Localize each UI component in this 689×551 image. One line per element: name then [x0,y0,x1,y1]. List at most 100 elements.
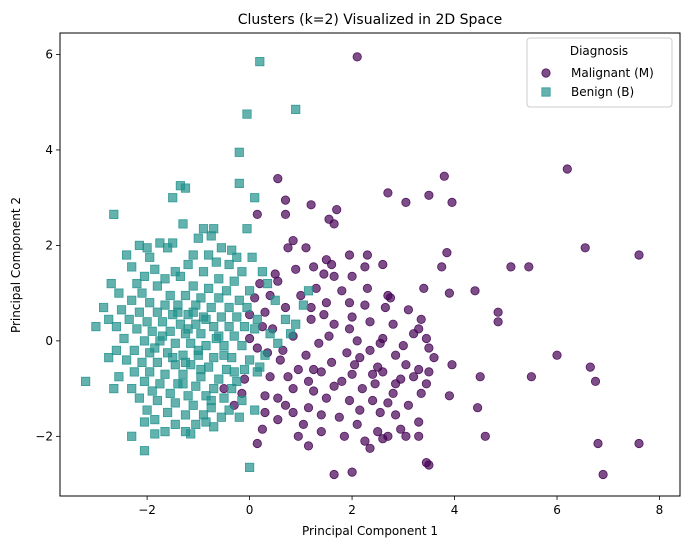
data-point-malignant [378,259,388,270]
data-point-malignant [347,369,357,379]
data-point-benign [152,281,162,291]
data-point-malignant [385,293,396,303]
data-point-benign [291,319,301,329]
data-point-benign [127,295,137,305]
x-tick-label: 4 [451,503,459,517]
data-point-benign [137,357,147,368]
data-point-malignant [424,343,434,353]
data-point-benign [285,329,296,339]
data-point-malignant [329,381,339,391]
data-point-malignant [257,424,267,434]
data-point-malignant [280,302,291,313]
data-point-malignant [365,345,375,355]
data-point-benign [150,429,160,439]
data-point-benign [250,193,260,203]
legend-box [526,37,673,108]
data-point-malignant [375,338,385,348]
data-point-benign [209,321,219,332]
legend-label-benign: Benign (B) [571,85,634,99]
data-point-malignant [308,364,319,375]
data-point-benign [168,193,178,203]
data-point-malignant [265,372,275,382]
data-point-malignant [373,426,383,437]
data-point-malignant [301,243,311,253]
data-point-malignant [414,364,424,375]
data-point-malignant [273,414,283,425]
legend-marker-benign [541,87,551,97]
y-tick-label: 6 [45,47,53,61]
data-point-malignant [239,374,250,384]
data-point-benign [162,348,173,358]
data-point-benign [234,412,244,422]
data-point-malignant [378,434,388,444]
data-point-benign [257,267,268,277]
data-point-malignant [326,259,337,270]
data-point-malignant [524,262,534,272]
data-point-benign [201,340,211,351]
data-point-benign [180,357,191,368]
data-point-malignant [360,436,370,446]
data-point-malignant [342,348,352,358]
data-point-benign [252,314,262,325]
data-point-benign [193,233,203,243]
data-point-malignant [480,431,490,441]
data-point-malignant [362,250,372,260]
data-point-benign [216,243,226,253]
data-point-malignant [349,360,360,370]
data-point-malignant [493,307,503,317]
data-point-malignant [401,197,411,207]
data-point-benign [206,231,216,241]
data-point-benign [155,238,165,248]
data-point-malignant [316,426,326,437]
data-point-benign [214,293,224,303]
data-point-malignant [355,405,365,415]
data-point-malignant [301,350,311,360]
data-point-benign [155,379,165,389]
data-point-malignant [472,403,483,413]
data-point-malignant [347,271,357,281]
axes-frame [59,32,681,497]
data-point-benign [191,381,201,391]
data-point-malignant [337,286,347,296]
data-point-benign [203,250,214,260]
data-point-benign [196,293,206,303]
data-point-malignant [403,305,413,315]
series-benign [81,57,314,473]
data-point-malignant [324,331,334,341]
data-point-malignant [344,324,355,334]
data-point-malignant [245,333,255,344]
data-point-benign [114,372,124,382]
data-point-benign [122,250,132,260]
data-point-benign [186,338,196,348]
data-point-benign [196,364,206,375]
data-point-malignant [365,443,375,453]
data-point-benign [91,321,101,332]
data-point-malignant [396,424,406,434]
data-point-malignant [475,372,485,382]
data-point-malignant [306,200,316,210]
data-point-malignant [429,352,439,363]
plot-area: −2 0 2 4 6 8 −2 0 2 4 6 [35,32,681,517]
data-point-benign [145,367,155,377]
data-point-benign [170,419,180,430]
data-point-benign [201,417,211,427]
data-point-benign [219,393,229,403]
data-point-malignant [360,300,370,310]
data-point-malignant [493,317,503,327]
data-point-benign [244,286,255,296]
data-point-benign [216,312,226,322]
data-point-malignant [321,393,331,403]
data-point-malignant [390,379,401,389]
data-point-malignant [414,431,424,441]
data-point-malignant [288,407,298,418]
data-point-malignant [390,350,401,360]
data-point-benign [203,283,214,294]
data-point-benign [104,314,114,325]
data-point-benign [186,429,196,439]
data-point-benign [160,274,170,284]
data-point-malignant [414,417,424,427]
data-point-malignant [401,360,411,370]
x-tick-label: 0 [246,503,254,517]
data-point-benign [255,57,265,67]
data-point-malignant [437,262,447,272]
